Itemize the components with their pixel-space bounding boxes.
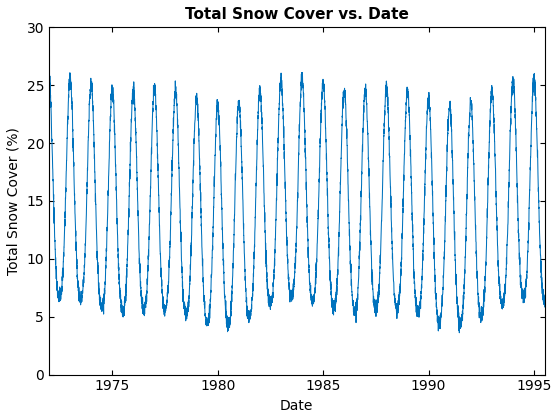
Title: Total Snow Cover vs. Date: Total Snow Cover vs. Date — [185, 7, 409, 22]
Y-axis label: Total Snow Cover (%): Total Snow Cover (%) — [7, 127, 21, 275]
X-axis label: Date: Date — [280, 399, 314, 413]
